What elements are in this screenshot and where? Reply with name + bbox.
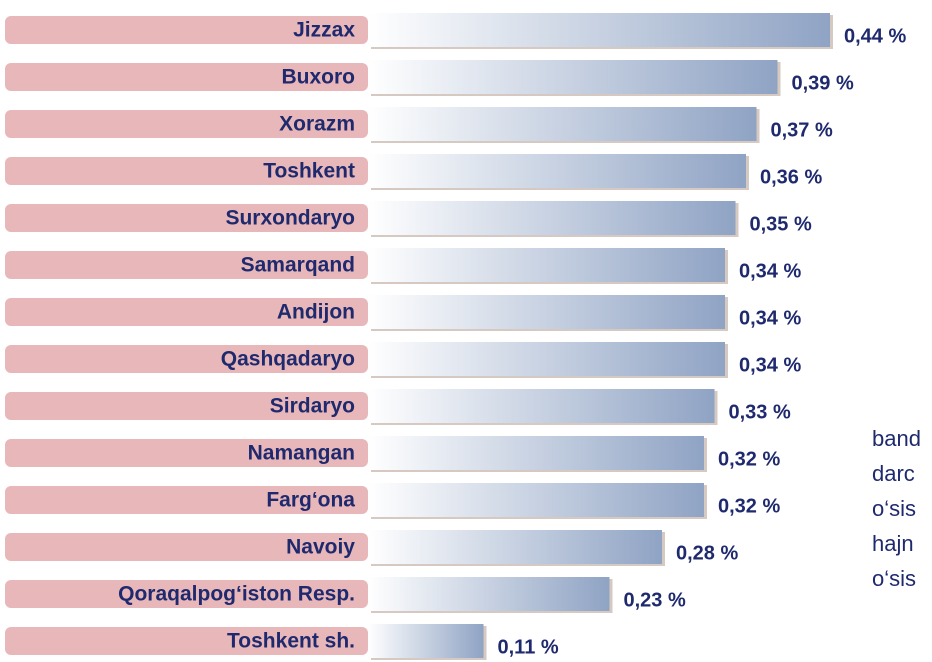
label-box (5, 298, 368, 326)
label-box (5, 486, 368, 514)
bar (368, 389, 715, 423)
category-label: Toshkent sh. (227, 630, 355, 653)
category-label: Namangan (248, 442, 355, 465)
bar (368, 248, 725, 282)
bar (368, 577, 610, 611)
bar (368, 154, 746, 188)
value-label: 0,36 % (760, 166, 822, 188)
annotation: darc (872, 461, 915, 486)
label-box (5, 627, 368, 655)
value-label: 0,33 % (729, 401, 791, 423)
annotation: band (872, 426, 921, 451)
category-label: Andijon (277, 301, 355, 324)
value-label: 0,28 % (676, 542, 738, 564)
annotation: o‘sis (872, 496, 916, 521)
bar (368, 342, 725, 376)
label-box (5, 580, 368, 608)
value-label: 0,44 % (844, 25, 906, 47)
category-label: Qoraqalpog‘iston Resp. (118, 583, 355, 606)
bar (368, 13, 830, 47)
label-box (5, 439, 368, 467)
value-label: 0,35 % (750, 213, 812, 235)
label-box (5, 16, 368, 44)
value-label: 0,32 % (718, 495, 780, 517)
value-label: 0,39 % (792, 72, 854, 94)
bar (368, 483, 704, 517)
label-box (5, 110, 368, 138)
label-box (5, 392, 368, 420)
category-label: Samarqand (241, 254, 355, 277)
bar (368, 107, 757, 141)
bar (368, 201, 736, 235)
annotation: o‘sis (872, 566, 916, 591)
label-box (5, 345, 368, 373)
category-label: Toshkent (263, 160, 355, 183)
label-box (5, 204, 368, 232)
bar (368, 295, 725, 329)
category-label: Sirdaryo (270, 395, 355, 418)
value-label: 0,32 % (718, 448, 780, 470)
value-label: 0,23 % (624, 589, 686, 611)
category-label: Navoiy (286, 536, 355, 559)
label-box (5, 533, 368, 561)
value-label: 0,34 % (739, 354, 801, 376)
label-box (5, 63, 368, 91)
bar (368, 624, 484, 658)
category-label: Surxondaryo (225, 207, 355, 230)
category-label: Xorazm (279, 113, 355, 136)
category-label: Buxoro (282, 66, 356, 89)
value-label: 0,11 % (498, 636, 559, 658)
value-label: 0,34 % (739, 307, 801, 329)
category-label: Jizzax (293, 19, 355, 42)
value-label: 0,37 % (771, 119, 833, 141)
bar (368, 60, 778, 94)
bar (368, 530, 662, 564)
annotation: hajn (872, 531, 914, 556)
value-label: 0,34 % (739, 260, 801, 282)
category-label: Qashqadaryo (221, 348, 355, 371)
bar (368, 436, 704, 470)
category-label: Farg‘ona (266, 489, 355, 512)
label-box (5, 251, 368, 279)
label-box (5, 157, 368, 185)
